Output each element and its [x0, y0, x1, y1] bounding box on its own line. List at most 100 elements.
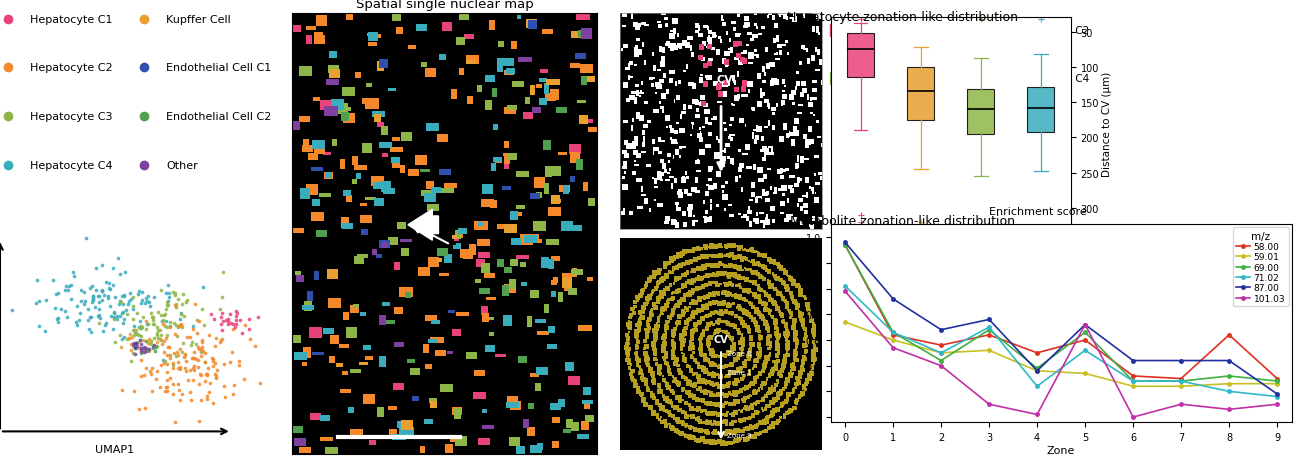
Bar — [701, 95, 705, 101]
Bar — [713, 244, 716, 248]
Bar — [674, 100, 675, 104]
Bar — [757, 311, 762, 316]
Point — [156, 318, 177, 325]
Bar — [732, 105, 736, 107]
Point — [109, 313, 130, 320]
Bar — [785, 378, 789, 381]
Point — [141, 370, 162, 378]
Bar — [759, 264, 761, 266]
Bar — [674, 327, 678, 331]
Point — [113, 300, 134, 308]
Point — [202, 362, 223, 369]
PathPatch shape — [907, 67, 935, 120]
Bar — [701, 429, 704, 432]
Bar — [678, 395, 681, 399]
Bar — [775, 384, 778, 386]
Bar — [728, 303, 732, 307]
Bar — [439, 170, 450, 175]
Bar — [729, 254, 733, 257]
Point — [143, 345, 164, 352]
Bar — [674, 329, 676, 330]
Bar — [530, 235, 540, 243]
Bar — [674, 179, 678, 184]
Bar — [778, 370, 783, 375]
Bar — [793, 332, 797, 336]
Bar — [752, 317, 755, 322]
Bar — [735, 294, 737, 296]
Bar — [803, 358, 807, 361]
Bar — [762, 301, 766, 306]
Bar — [766, 64, 770, 70]
Bar — [689, 346, 694, 350]
Bar — [722, 16, 723, 20]
Bar — [668, 370, 671, 372]
Bar — [670, 402, 674, 405]
Bar — [636, 39, 640, 42]
Bar — [794, 386, 797, 389]
Bar — [645, 356, 649, 360]
Bar — [630, 376, 635, 381]
Bar — [684, 401, 687, 404]
Bar — [774, 276, 778, 280]
Bar — [700, 277, 704, 280]
Point — [70, 309, 91, 317]
Bar — [778, 391, 783, 396]
Point — [170, 322, 191, 330]
Bar — [649, 313, 654, 318]
Bar — [713, 373, 715, 375]
Bar — [814, 344, 816, 347]
Bar — [678, 301, 681, 305]
Bar — [763, 394, 767, 398]
Bar — [626, 144, 632, 149]
Bar — [671, 349, 675, 354]
Bar — [776, 382, 779, 384]
Bar — [794, 184, 798, 187]
Bar — [641, 43, 644, 48]
Bar — [805, 143, 809, 149]
Point — [169, 322, 190, 330]
87.00 — [1173, 358, 1189, 364]
Point — [110, 271, 131, 278]
Bar — [767, 311, 771, 315]
Bar — [752, 251, 754, 254]
Point — [62, 269, 83, 276]
Bar — [714, 329, 719, 334]
Bar — [816, 50, 820, 56]
Bar — [733, 358, 737, 363]
Bar — [784, 399, 788, 403]
Point — [171, 300, 192, 308]
Bar — [733, 84, 736, 85]
Bar — [739, 297, 742, 301]
Bar — [765, 48, 768, 52]
Point — [140, 310, 161, 317]
Bar — [692, 351, 694, 354]
Bar — [663, 170, 667, 173]
Bar — [772, 274, 775, 277]
Bar — [701, 58, 705, 62]
Bar — [793, 126, 797, 131]
Bar — [748, 349, 752, 353]
Bar — [702, 399, 705, 403]
Bar — [705, 409, 707, 412]
Bar — [495, 158, 502, 163]
Bar — [526, 20, 537, 28]
Bar — [341, 113, 349, 122]
Bar — [748, 372, 752, 375]
Bar — [755, 400, 759, 404]
Bar — [400, 427, 405, 435]
Bar — [289, 425, 302, 433]
Bar — [787, 289, 788, 292]
Bar — [707, 315, 710, 318]
Bar — [813, 114, 815, 116]
Point — [223, 390, 244, 397]
Point — [139, 337, 160, 344]
Point — [151, 362, 171, 369]
Bar — [722, 59, 726, 65]
Bar — [636, 339, 639, 342]
Bar — [731, 22, 736, 25]
Bar — [807, 59, 810, 65]
Bar — [702, 381, 705, 384]
Bar — [404, 427, 414, 438]
Bar — [779, 137, 784, 143]
Bar — [658, 320, 661, 323]
